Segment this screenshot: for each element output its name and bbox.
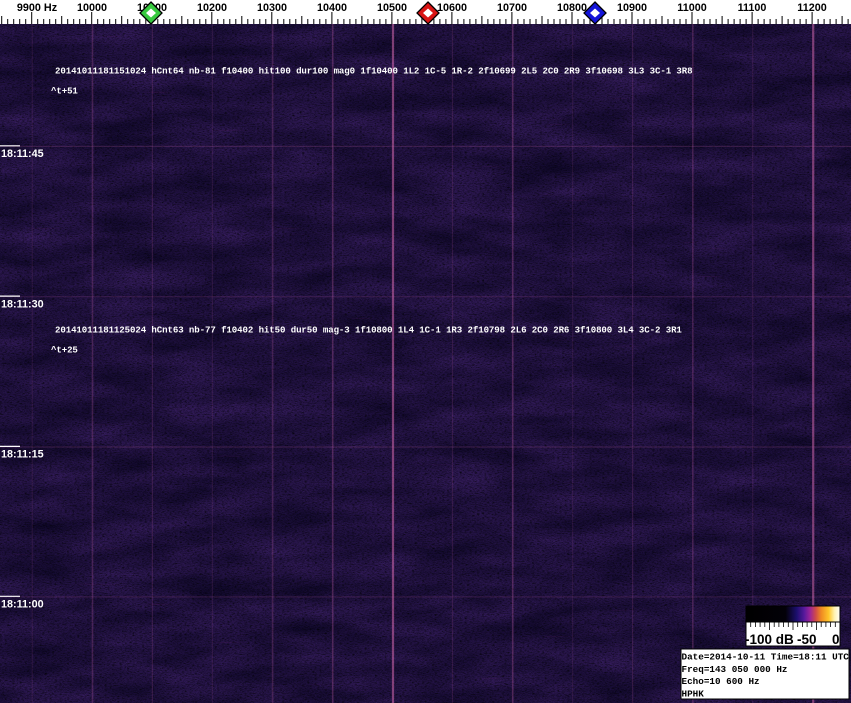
svg-text:^t+51: ^t+51 xyxy=(51,86,78,97)
svg-text:11100: 11100 xyxy=(738,2,767,14)
svg-text:10700: 10700 xyxy=(497,2,527,14)
svg-text:-50: -50 xyxy=(797,632,817,647)
svg-text:Date=2014-10-11 Time=18:11 UTC: Date=2014-10-11 Time=18:11 UTC xyxy=(682,652,850,663)
svg-text:^t+25: ^t+25 xyxy=(51,345,78,356)
svg-text:10600: 10600 xyxy=(437,2,467,14)
svg-text:9900 Hz: 9900 Hz xyxy=(17,2,58,14)
svg-text:10400: 10400 xyxy=(317,2,347,14)
svg-text:11000: 11000 xyxy=(677,2,706,14)
svg-text:Freq=143 050 000 Hz: Freq=143 050 000 Hz xyxy=(682,664,788,675)
svg-text:-100 dB: -100 dB xyxy=(745,632,794,647)
svg-text:20141011181151024 hCnt64 nb-81: 20141011181151024 hCnt64 nb-81 f10400 hi… xyxy=(55,66,693,77)
svg-text:10000: 10000 xyxy=(77,2,107,14)
svg-text:10900: 10900 xyxy=(617,2,647,14)
svg-text:10500: 10500 xyxy=(377,2,407,14)
svg-text:10300: 10300 xyxy=(257,2,287,14)
svg-text:18:11:30: 18:11:30 xyxy=(1,298,44,310)
svg-text:Echo=10 600 Hz: Echo=10 600 Hz xyxy=(682,676,760,687)
svg-text:18:11:15: 18:11:15 xyxy=(1,449,44,461)
svg-text:11200: 11200 xyxy=(797,2,826,14)
svg-text:18:11:45: 18:11:45 xyxy=(1,148,44,160)
svg-text:18:11:00: 18:11:00 xyxy=(1,599,44,611)
svg-text:0: 0 xyxy=(832,632,840,647)
svg-text:10200: 10200 xyxy=(197,2,227,14)
svg-text:10800: 10800 xyxy=(557,2,587,14)
svg-text:20141011181125024 hCnt63 nb-77: 20141011181125024 hCnt63 nb-77 f10402 hi… xyxy=(55,325,682,336)
svg-text:HPHK: HPHK xyxy=(682,688,705,699)
